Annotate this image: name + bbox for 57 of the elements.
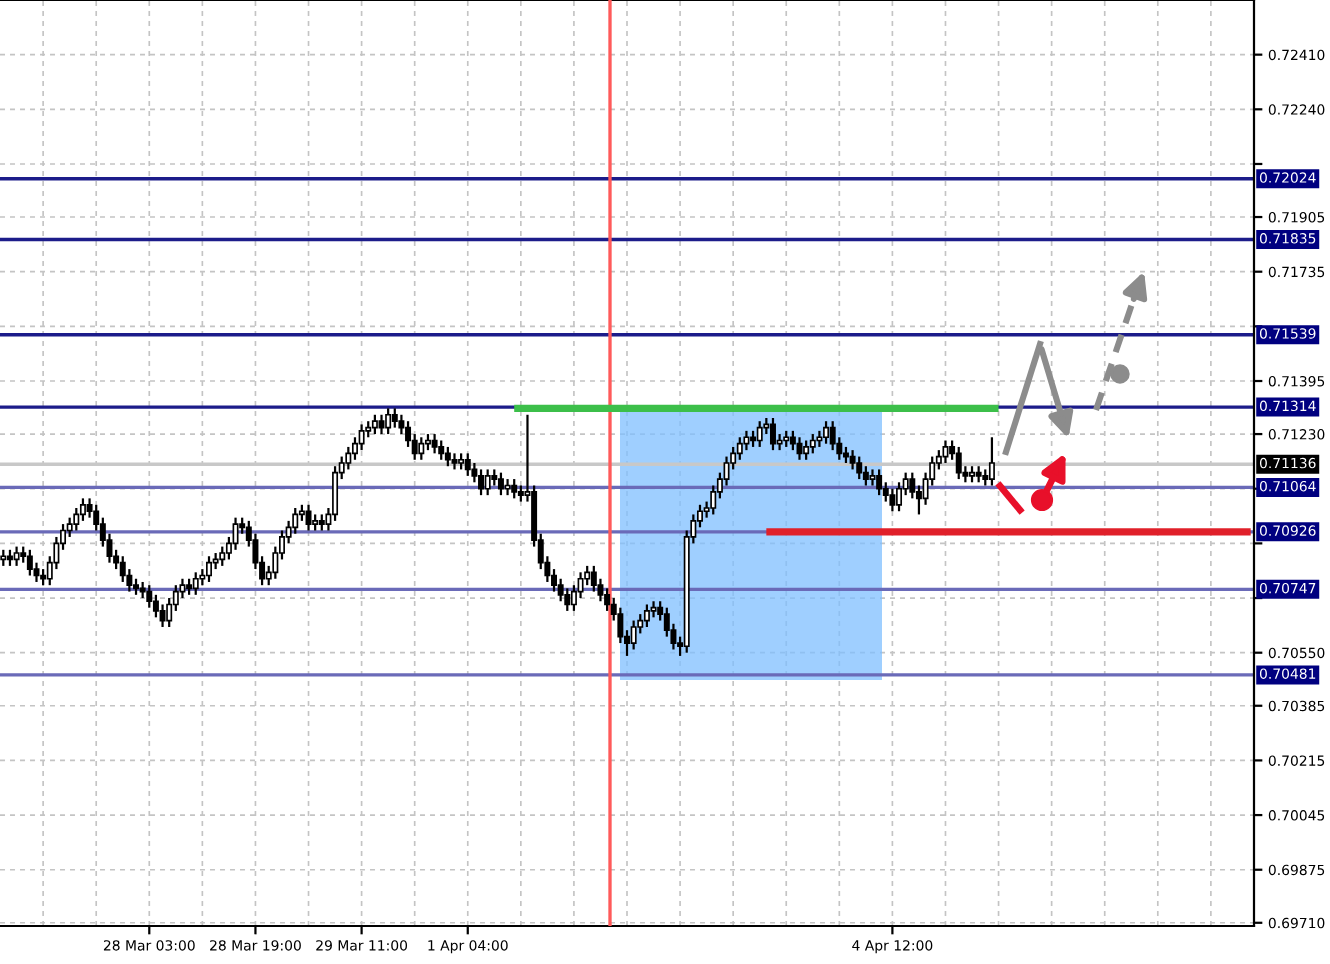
candlestick <box>358 423 365 452</box>
candlestick <box>292 506 299 535</box>
candlestick <box>889 487 896 513</box>
candlestick <box>643 603 650 629</box>
candlestick <box>789 429 796 452</box>
candlestick <box>557 577 564 603</box>
candlestick <box>431 432 438 455</box>
candlestick <box>511 477 518 500</box>
candlestick <box>736 436 743 461</box>
candlestick <box>896 481 903 513</box>
candlestick <box>869 468 876 487</box>
candlestick <box>418 436 425 461</box>
candlestick <box>942 439 949 465</box>
candlestick <box>504 477 511 497</box>
candlestick <box>630 619 637 651</box>
candlestick <box>391 407 398 429</box>
candlestick <box>451 452 458 471</box>
candlestick <box>119 555 126 584</box>
candlestick <box>385 407 392 436</box>
candlestick <box>816 429 823 449</box>
candlestick <box>152 593 159 619</box>
candlestick <box>856 455 863 481</box>
candlestick <box>73 506 80 532</box>
candlestick <box>862 465 869 487</box>
candlestick <box>829 420 836 452</box>
candlestick <box>988 436 995 487</box>
candlestick <box>464 452 471 477</box>
candlestick <box>650 600 657 619</box>
candlestick <box>26 548 33 577</box>
candlestick <box>192 571 199 596</box>
candlestick <box>305 503 312 532</box>
candlestick <box>743 429 750 452</box>
candlestick <box>849 449 856 471</box>
candlestick <box>232 516 239 551</box>
candlestick <box>756 420 763 449</box>
candlestick <box>776 432 783 452</box>
candlestick <box>206 555 212 584</box>
candlestick <box>478 468 485 497</box>
candlestick <box>823 420 830 445</box>
candlestick <box>604 587 611 613</box>
candlestick <box>769 416 776 452</box>
candlestick <box>876 468 883 497</box>
candlestick <box>219 545 226 567</box>
candlestick <box>564 587 571 613</box>
candlestick <box>159 603 166 629</box>
candlestick <box>809 432 816 455</box>
candlestick <box>497 471 504 497</box>
candlestick <box>13 545 20 567</box>
candlestick <box>955 445 962 481</box>
candlestick <box>444 445 451 468</box>
candlestick <box>371 413 378 436</box>
candlestick <box>484 468 491 497</box>
candlestick <box>438 439 445 461</box>
candlestick <box>590 564 597 593</box>
candlestick <box>345 445 352 471</box>
candlestick <box>146 584 153 609</box>
candlestick <box>803 439 810 461</box>
